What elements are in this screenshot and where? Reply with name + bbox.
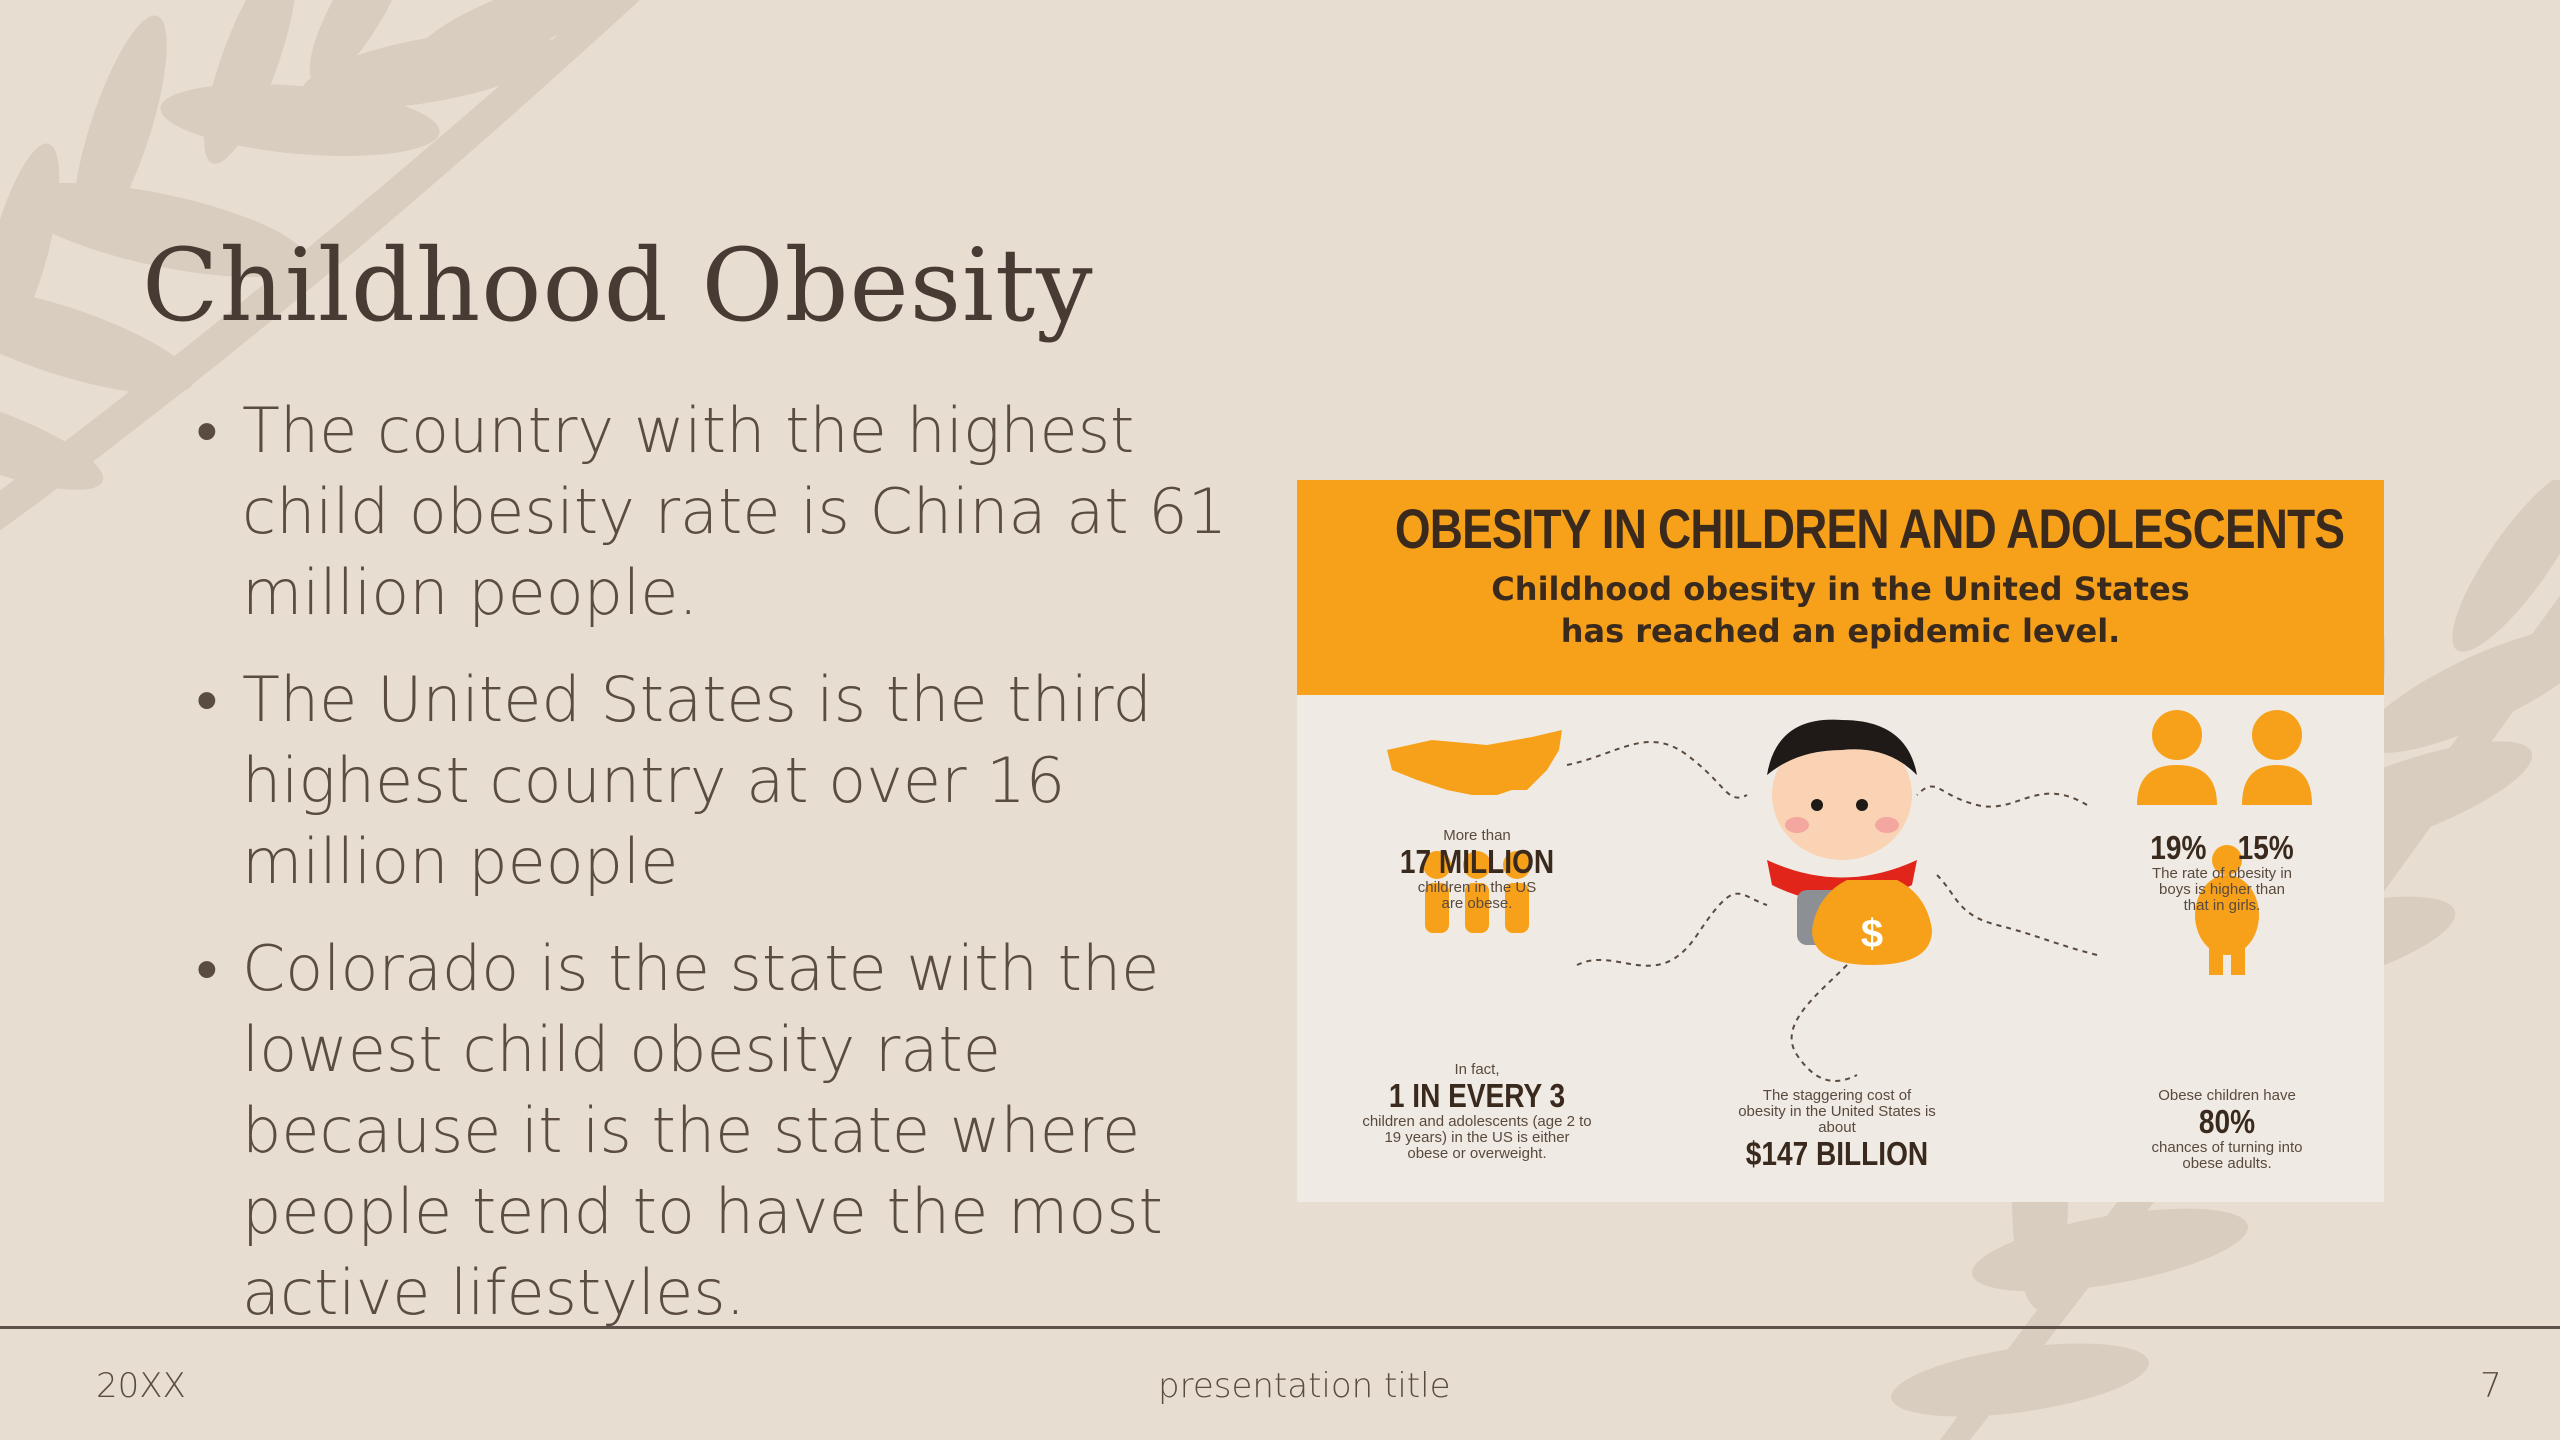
stat-us-children: More than 17 MILLION children in the US …: [1399, 827, 1555, 912]
bullet-marker: •: [196, 932, 218, 1005]
slide-title: Childhood Obesity: [142, 227, 1094, 344]
obese-adult-icon: [2195, 845, 2259, 975]
usa-map-icon: [1387, 730, 1562, 795]
infographic-image: OBESITY IN CHILDREN AND ADOLESCENTS Chil…: [1297, 480, 2384, 1202]
svg-text:$: $: [1861, 912, 1883, 956]
bullet-text: Colorado is the state with the lowest ch…: [242, 932, 1163, 1329]
bullet-text: The country with the highest child obesi…: [242, 394, 1228, 629]
family-icon: [1423, 851, 1531, 933]
bullet-marker: •: [196, 663, 218, 736]
infographic-header: OBESITY IN CHILDREN AND ADOLESCENTS Chil…: [1297, 480, 2384, 695]
bullet-item: • The United States is the third highest…: [190, 659, 1260, 902]
stat-cost: The staggering cost of obesity in the Un…: [1738, 1087, 1936, 1172]
footer-year: 20XX: [96, 1366, 186, 1406]
bullet-marker: •: [196, 394, 218, 467]
footer-page-number: 7: [2480, 1366, 2502, 1406]
infographic-title: OBESITY IN CHILDREN AND ADOLESCENTS: [1394, 497, 2345, 560]
boy-girl-icon: [2137, 710, 2312, 805]
stat-gender: 19% 15% The rate of obesity in boys is h…: [2150, 829, 2294, 914]
stat-adult-obesity: Obese children have 80% chances of turni…: [2151, 1087, 2303, 1172]
bullet-item: • Colorado is the state with the lowest …: [190, 928, 1260, 1333]
bullet-text: The United States is the third highest c…: [242, 663, 1152, 898]
bullet-list: • The country with the highest child obe…: [190, 390, 1260, 1359]
infographic-illustration: $: [1387, 710, 2312, 1082]
infographic-subtitle: Childhood obesity in the United States h…: [1491, 570, 2190, 650]
stat-one-in-three: In fact, 1 IN EVERY 3 children and adole…: [1362, 1061, 1592, 1162]
money-bag-icon: $: [1812, 880, 1932, 965]
footer-divider: [0, 1326, 2560, 1329]
footer-presentation-title: presentation title: [1158, 1366, 1451, 1406]
bullet-item: • The country with the highest child obe…: [190, 390, 1260, 633]
